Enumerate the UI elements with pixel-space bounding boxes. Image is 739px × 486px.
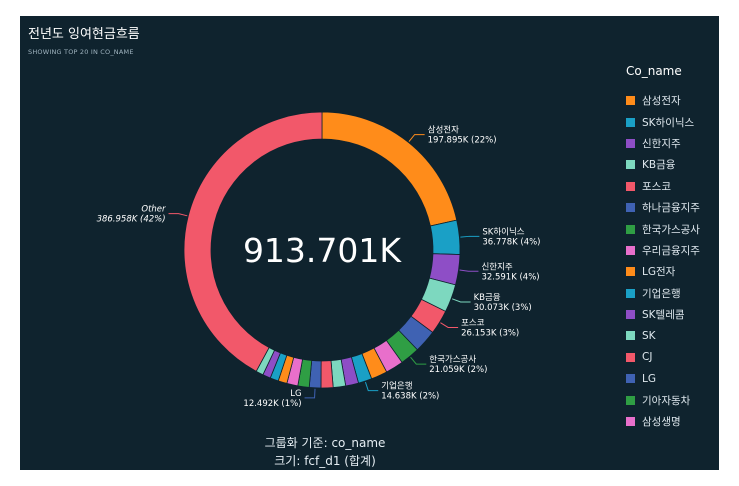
legend-swatch [626,267,635,276]
legend-swatch [626,289,635,298]
legend-swatch [626,225,635,234]
leader-line-lg [305,389,315,398]
legend-swatch [626,374,635,383]
legend-title: Co_name [626,64,718,78]
slice-value-label-기업은행: 14.638K (2%) [381,392,439,402]
legend-item-kb금융[interactable]: KB금융 [626,154,718,175]
legend-item-기아자동차[interactable]: 기아자동차 [626,389,718,410]
leader-line-포스코 [440,323,458,328]
legend-label: SK텔레콤 [642,307,685,322]
donut-slice-cj[interactable] [321,361,333,388]
donut-slice-sk하이닉스[interactable] [430,220,460,254]
legend-label: 하나금융지주 [642,200,700,215]
legend-item-lg[interactable]: LG [626,368,718,389]
legend-label: LG [642,373,656,385]
slice-value-label-sk하이닉스: 36.778K (4%) [482,237,540,247]
leader-line-삼성전자 [409,135,425,142]
slice-name-label-kb금융: KB금융 [474,293,501,303]
legend-label: LG전자 [642,264,675,279]
legend-label: 기업은행 [642,286,681,301]
slice-value-label-삼성전자: 197.895K (22%) [428,136,497,146]
legend-swatch [626,139,635,148]
donut-center-total: 913.701K [243,231,402,270]
legend-label: 삼성전자 [642,93,681,108]
legend-item-sk하이닉스[interactable]: SK하이닉스 [626,111,718,132]
legend-item-한국가스공사[interactable]: 한국가스공사 [626,218,718,239]
legend-item-삼성생명[interactable]: 삼성생명 [626,411,718,432]
legend-item-우리금융지주[interactable]: 우리금융지주 [626,240,718,261]
slice-value-label-포스코: 26.153K (3%) [461,328,519,338]
size-caption: 크기: fcf_d1 (합계) [20,452,630,469]
legend-item-lg전자[interactable]: LG전자 [626,261,718,282]
legend-label: 삼성생명 [642,414,681,429]
leader-line-other [169,214,188,216]
legend-swatch [626,96,635,105]
legend-label: 한국가스공사 [642,222,700,237]
slice-name-label-포스코: 포스코 [461,318,485,328]
legend-item-포스코[interactable]: 포스코 [626,176,718,197]
legend-item-sk텔레콤[interactable]: SK텔레콤 [626,304,718,325]
slice-value-label-한국가스공사: 21.059K (2%) [429,365,487,375]
legend-swatch [626,118,635,127]
legend-swatch [626,203,635,212]
legend-label: CJ [642,351,652,363]
legend-label: 포스코 [642,179,671,194]
slice-value-label-신한지주: 32.591K (4%) [481,272,539,282]
legend-swatch [626,331,635,340]
legend-swatch [626,182,635,191]
slice-name-label-한국가스공사: 한국가스공사 [429,355,476,365]
legend-swatch [626,310,635,319]
legend-item-cj[interactable]: CJ [626,347,718,368]
legend-item-하나금융지주[interactable]: 하나금융지주 [626,197,718,218]
chart-panel: 전년도 잉여현금흐름 SHOWING TOP 20 IN CO_NAME 삼성전… [20,16,719,470]
legend-swatch [626,417,635,426]
legend-label: SK하이닉스 [642,115,694,130]
leader-line-sk하이닉스 [460,236,479,237]
slice-name-label-sk하이닉스: SK하이닉스 [482,226,524,237]
legend-item-sk[interactable]: SK [626,325,718,346]
legend-swatch [626,396,635,405]
legend-label: 우리금융지주 [642,243,700,258]
slice-name-label-other: Other [141,205,166,215]
legend-label: 기아자동차 [642,393,690,408]
slice-name-label-기업은행: 기업은행 [381,381,412,392]
legend-label: 신한지주 [642,136,681,151]
legend-item-삼성전자[interactable]: 삼성전자 [626,90,718,111]
legend-item-신한지주[interactable]: 신한지주 [626,133,718,154]
slice-value-label-lg: 12.492K (1%) [243,399,301,409]
leader-line-kb금융 [452,299,470,302]
slice-name-label-삼성전자: 삼성전자 [428,125,459,136]
leader-line-한국가스공사 [411,357,427,364]
legend-swatch [626,246,635,255]
slice-value-label-other: 386.958K (42%) [97,215,166,225]
legend-item-기업은행[interactable]: 기업은행 [626,283,718,304]
legend-swatch [626,160,635,169]
group-by-caption: 그룹화 기준: co_name [20,434,630,451]
slice-name-label-lg: LG [290,389,301,399]
slice-name-label-신한지주: 신한지주 [481,262,512,272]
leader-line-신한지주 [460,270,479,271]
leader-line-기업은행 [365,382,378,391]
legend-swatch [626,353,635,362]
slice-value-label-kb금융: 30.073K (3%) [474,303,532,313]
legend-label: KB금융 [642,157,675,172]
legend-label: SK [642,330,656,342]
